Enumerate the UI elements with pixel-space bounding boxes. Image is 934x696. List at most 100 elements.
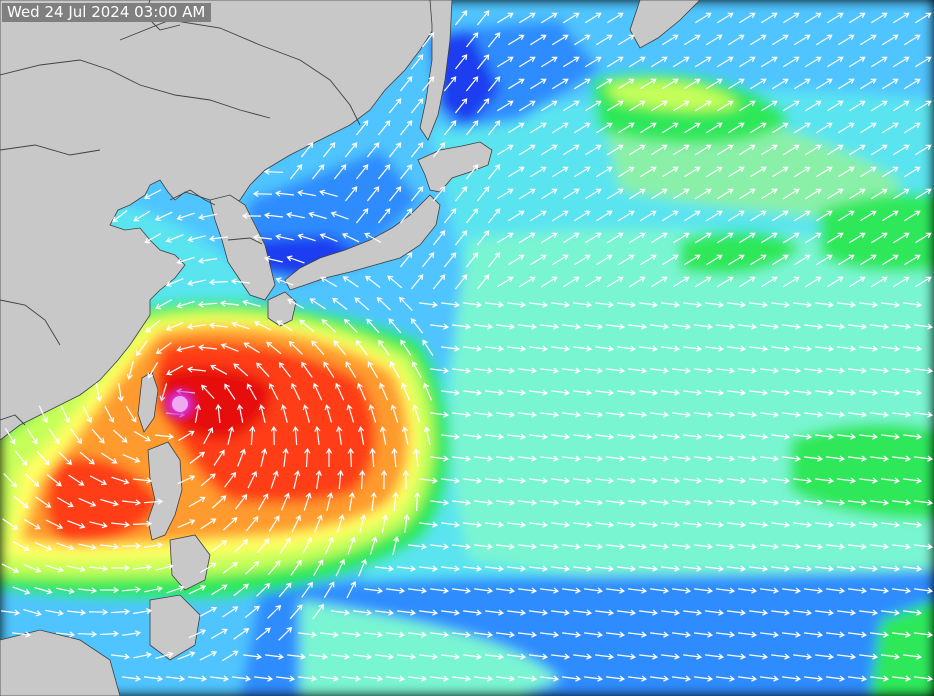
wind-arrow-icon	[892, 367, 912, 374]
wind-arrow-icon	[100, 498, 119, 507]
wind-arrow-icon	[145, 319, 161, 333]
wind-arrow-icon	[320, 675, 340, 682]
wind-arrow-icon	[738, 411, 758, 418]
wind-arrow-icon	[89, 475, 108, 486]
wind-arrow-icon	[738, 100, 756, 112]
wind-arrow-icon	[639, 521, 659, 528]
wind-arrow-icon	[419, 477, 439, 484]
wind-arrow-icon	[197, 301, 218, 308]
wind-arrow-icon	[253, 320, 272, 331]
wind-arrow-icon	[573, 34, 591, 46]
wind-arrow-icon	[639, 345, 659, 352]
wind-arrow-icon	[628, 631, 648, 638]
wind-arrow-icon	[366, 186, 380, 202]
wind-arrow-icon	[70, 428, 83, 445]
wind-arrow-icon	[443, 76, 457, 92]
wind-arrow-icon	[683, 210, 701, 222]
wind-arrow-icon	[793, 653, 813, 660]
wind-arrow-icon	[826, 675, 846, 682]
wind-arrow-icon	[705, 122, 723, 134]
wind-arrow-icon	[683, 166, 701, 178]
wind-arrow-icon	[430, 367, 450, 374]
wind-arrow-icon	[573, 301, 593, 308]
wind-arrow-icon	[364, 675, 384, 682]
wind-arrow-icon	[793, 122, 811, 134]
wind-arrow-icon	[321, 319, 337, 333]
wind-arrow-icon	[58, 451, 73, 466]
wind-arrow-icon	[333, 340, 347, 356]
wind-arrow-icon	[760, 499, 780, 506]
wind-arrow-icon	[892, 12, 910, 24]
wind-arrow-icon	[12, 586, 31, 595]
wind-arrow-icon	[249, 425, 256, 446]
wind-arrow-icon	[133, 430, 151, 442]
wind-arrow-icon	[485, 389, 505, 396]
wind-arrow-icon	[760, 232, 778, 244]
wind-arrow-icon	[270, 470, 279, 489]
wind-arrow-icon	[848, 276, 866, 288]
wind-arrow-icon	[529, 345, 549, 352]
wind-arrow-icon	[793, 254, 811, 266]
wind-arrow-icon	[914, 455, 934, 462]
wind-arrow-icon	[354, 297, 370, 311]
wind-arrow-icon	[397, 565, 417, 572]
wind-arrow-icon	[236, 404, 244, 423]
wind-arrow-icon	[540, 188, 558, 200]
wind-arrow-icon	[485, 521, 505, 528]
wind-arrow-icon	[848, 543, 868, 550]
wind-arrow-icon	[280, 492, 290, 511]
wind-arrow-icon	[410, 317, 424, 334]
wind-arrow-icon	[276, 320, 293, 332]
wind-arrow-icon	[399, 164, 413, 180]
wind-arrow-icon	[716, 323, 736, 330]
wind-arrow-icon	[326, 492, 334, 511]
wind-arrow-icon	[705, 477, 725, 484]
wind-arrow-icon	[672, 56, 690, 68]
wind-arrow-icon	[210, 675, 230, 682]
wind-arrow-icon	[606, 631, 626, 638]
wind-arrow-icon	[132, 520, 153, 527]
wind-arrow-icon	[848, 12, 866, 24]
wind-arrow-icon	[397, 609, 417, 616]
wind-arrow-icon	[333, 164, 347, 180]
wind-arrow-icon	[355, 120, 369, 136]
wind-arrow-icon	[379, 426, 387, 445]
wind-arrow-icon	[650, 367, 670, 374]
wind-arrow-icon	[507, 345, 527, 352]
wind-arrow-icon	[301, 581, 313, 598]
wind-arrow-icon	[672, 587, 692, 594]
wind-arrow-icon	[573, 210, 591, 222]
wind-arrow-icon	[518, 543, 538, 550]
wind-arrow-icon	[518, 499, 538, 506]
wind-arrow-icon	[793, 389, 813, 396]
timestamp-label: Wed 24 Jul 2024 03:00 AM	[2, 3, 212, 22]
wind-arrow-icon	[507, 254, 525, 266]
wind-arrow-icon	[275, 233, 294, 241]
wind-arrow-icon	[355, 164, 369, 180]
wind-arrow-icon	[496, 499, 516, 506]
wind-arrow-icon	[529, 521, 549, 528]
wind-arrow-icon	[815, 78, 833, 90]
wind-arrow-icon	[573, 389, 593, 396]
wind-arrow-icon	[290, 559, 302, 576]
wind-arrow-icon	[650, 499, 670, 506]
wind-arrow-icon	[694, 675, 714, 682]
wind-arrow-icon	[815, 301, 835, 308]
wind-arrow-icon	[291, 514, 301, 533]
wind-arrow-icon	[782, 56, 800, 68]
wind-arrow-icon	[749, 565, 769, 572]
wind-arrow-icon	[200, 473, 216, 487]
wind-arrow-icon	[117, 383, 124, 403]
wind-arrow-icon	[353, 653, 373, 660]
wind-arrow-icon	[298, 675, 318, 682]
wind-arrow-icon	[188, 496, 206, 508]
wind-arrow-icon	[848, 144, 866, 156]
wind-arrow-icon	[421, 32, 435, 48]
wind-arrow-icon	[485, 345, 505, 352]
wind-arrow-icon	[452, 675, 472, 682]
wind-arrow-icon	[487, 208, 501, 224]
wind-arrow-icon	[881, 521, 901, 528]
border-china-vietnam	[0, 414, 26, 426]
wind-arrow-icon	[518, 675, 538, 682]
wind-arrow-icon	[826, 232, 844, 244]
